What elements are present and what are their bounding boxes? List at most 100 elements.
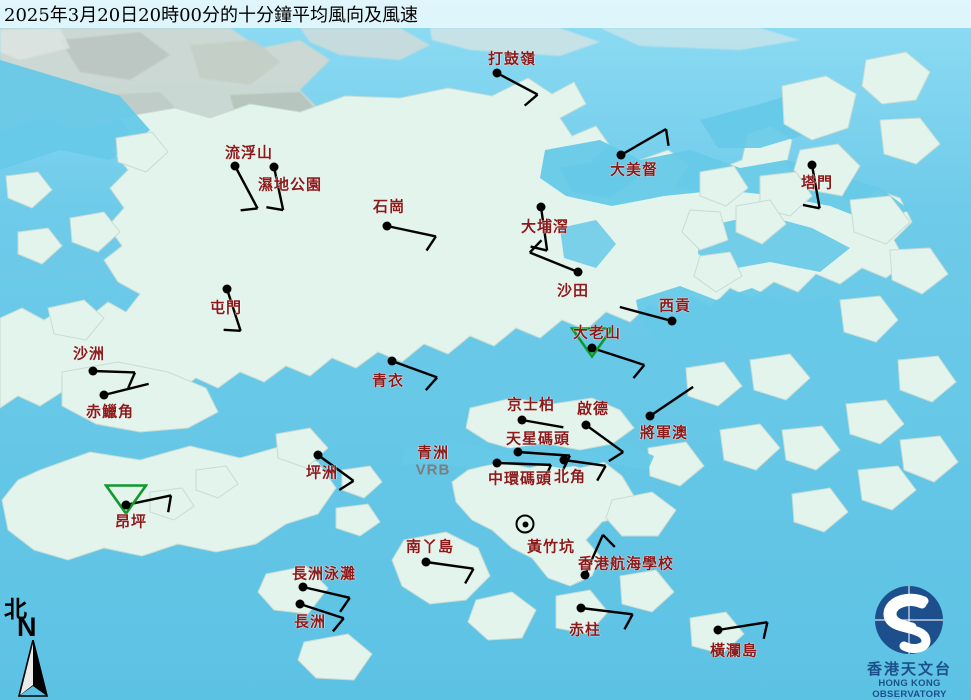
station-label: 坪洲 (305, 463, 339, 482)
station-label: 赤鱲角 (85, 402, 135, 421)
hko-logo: 香港天文台 HONG KONG OBSERVATORY (852, 584, 967, 700)
station-dot[interactable] (559, 455, 569, 465)
land-chek-lap-kok (61, 361, 219, 433)
wind-barb (580, 606, 634, 630)
station-label: 長洲 (293, 612, 327, 631)
station-label: 天星碼頭 (505, 429, 571, 448)
wind-barb (391, 359, 439, 391)
station-label: 大美督 (609, 160, 659, 179)
compass-label-cn: 北 (4, 596, 27, 623)
station-dot[interactable] (713, 625, 723, 635)
wind-barb (302, 585, 351, 613)
station-label: 長洲泳灘 (291, 564, 357, 583)
page-title: 2025年3月20日20時00分的十分鐘平均風向及風速 (4, 5, 418, 26)
station-label: 打鼓嶺 (487, 49, 537, 68)
station-dot[interactable] (382, 221, 392, 231)
station-dot[interactable] (581, 420, 591, 430)
wind-barb (528, 239, 579, 274)
station-dot[interactable] (99, 390, 109, 400)
wind-barb (619, 305, 673, 323)
station-dot[interactable] (576, 603, 586, 613)
title-bar: 2025年3月20日20時00分的十分鐘平均風向及風速 (0, 0, 971, 28)
station-dot[interactable] (421, 557, 431, 567)
wind-barb (425, 560, 475, 585)
wind-barb (266, 166, 285, 212)
wind-barb (591, 346, 646, 379)
station-dot[interactable] (573, 267, 583, 277)
land-northeast-islands (681, 51, 949, 295)
station-dot[interactable] (387, 356, 397, 366)
wind-barb (583, 533, 616, 576)
wind-barb (496, 461, 553, 481)
wind-barb (299, 602, 345, 633)
station-label: 南丫島 (405, 537, 455, 556)
station-dot[interactable] (807, 160, 817, 170)
logo-label-en: HONG KONG OBSERVATORY (872, 678, 947, 700)
station-dot[interactable] (587, 343, 597, 353)
victoria-harbour (402, 440, 654, 470)
station-dot[interactable] (313, 450, 323, 460)
wind-barb (563, 458, 607, 482)
wind-barb (386, 224, 437, 252)
station-dot[interactable] (616, 150, 626, 160)
station-calm-marker[interactable] (515, 514, 535, 534)
station-label: 濕地公園 (257, 175, 323, 194)
station-dot[interactable] (517, 415, 527, 425)
station-dot[interactable] (667, 316, 677, 326)
station-label: 塔門 (800, 173, 834, 192)
station-label: 昂坪 (114, 512, 148, 531)
station-label: 大埔滘 (520, 217, 570, 236)
station-dot[interactable] (492, 458, 502, 468)
station-label: 屯門 (209, 298, 243, 317)
wind-barb (92, 369, 137, 389)
station-label: 黃竹坑 (526, 537, 576, 556)
hko-emblem-icon (875, 586, 943, 654)
station-label: 中環碼頭 (487, 469, 553, 488)
station-dot[interactable] (645, 411, 655, 421)
station-label: 沙田 (556, 281, 590, 300)
station-dot[interactable] (295, 599, 305, 609)
station-label: 大老山 (572, 323, 622, 342)
wind-barb (317, 454, 355, 491)
logo-label-cn: 香港天文台 (866, 660, 952, 678)
station-label: 石崗 (372, 197, 406, 216)
station-dot[interactable] (536, 202, 546, 212)
station-dot[interactable] (492, 68, 502, 78)
compass-needle-icon (17, 640, 49, 697)
wind-barb (496, 71, 539, 107)
wind-barb (620, 127, 670, 157)
station-label: 香港航海學校 (577, 554, 675, 573)
station-wind-variable-label: VRB (415, 461, 451, 479)
station-highlight-triangle (103, 483, 149, 522)
station-label: 京士柏 (506, 395, 556, 414)
station-dot[interactable] (230, 161, 240, 171)
station-dot[interactable] (88, 366, 98, 376)
compass-label-en: N (17, 612, 37, 642)
station-label: 流浮山 (224, 143, 274, 162)
wind-barb (233, 165, 259, 212)
station-dot[interactable] (222, 284, 232, 294)
station-label: 北角 (553, 467, 587, 486)
wind-barb (103, 382, 149, 397)
land-small-islands (5, 131, 959, 681)
station-label: 橫瀾島 (709, 641, 759, 660)
station-label: 西貢 (658, 296, 692, 315)
wind-barb (585, 424, 624, 463)
wind-barb (802, 164, 821, 210)
compass-rose: 北 N (4, 590, 64, 697)
wind-barb (521, 418, 564, 429)
wind-barb-layer (92, 71, 821, 640)
wind-barb (649, 385, 694, 417)
wind-barb (717, 620, 769, 640)
station-label: 啟德 (576, 399, 610, 418)
station-label: 青衣 (371, 371, 405, 390)
station-dot[interactable] (580, 570, 590, 580)
station-label: 將軍澳 (639, 423, 689, 442)
station-dot[interactable] (298, 582, 308, 592)
station-dot[interactable] (513, 447, 523, 457)
station-dot[interactable] (269, 162, 279, 172)
wind-barb (223, 288, 242, 333)
station-dot[interactable] (121, 500, 131, 510)
